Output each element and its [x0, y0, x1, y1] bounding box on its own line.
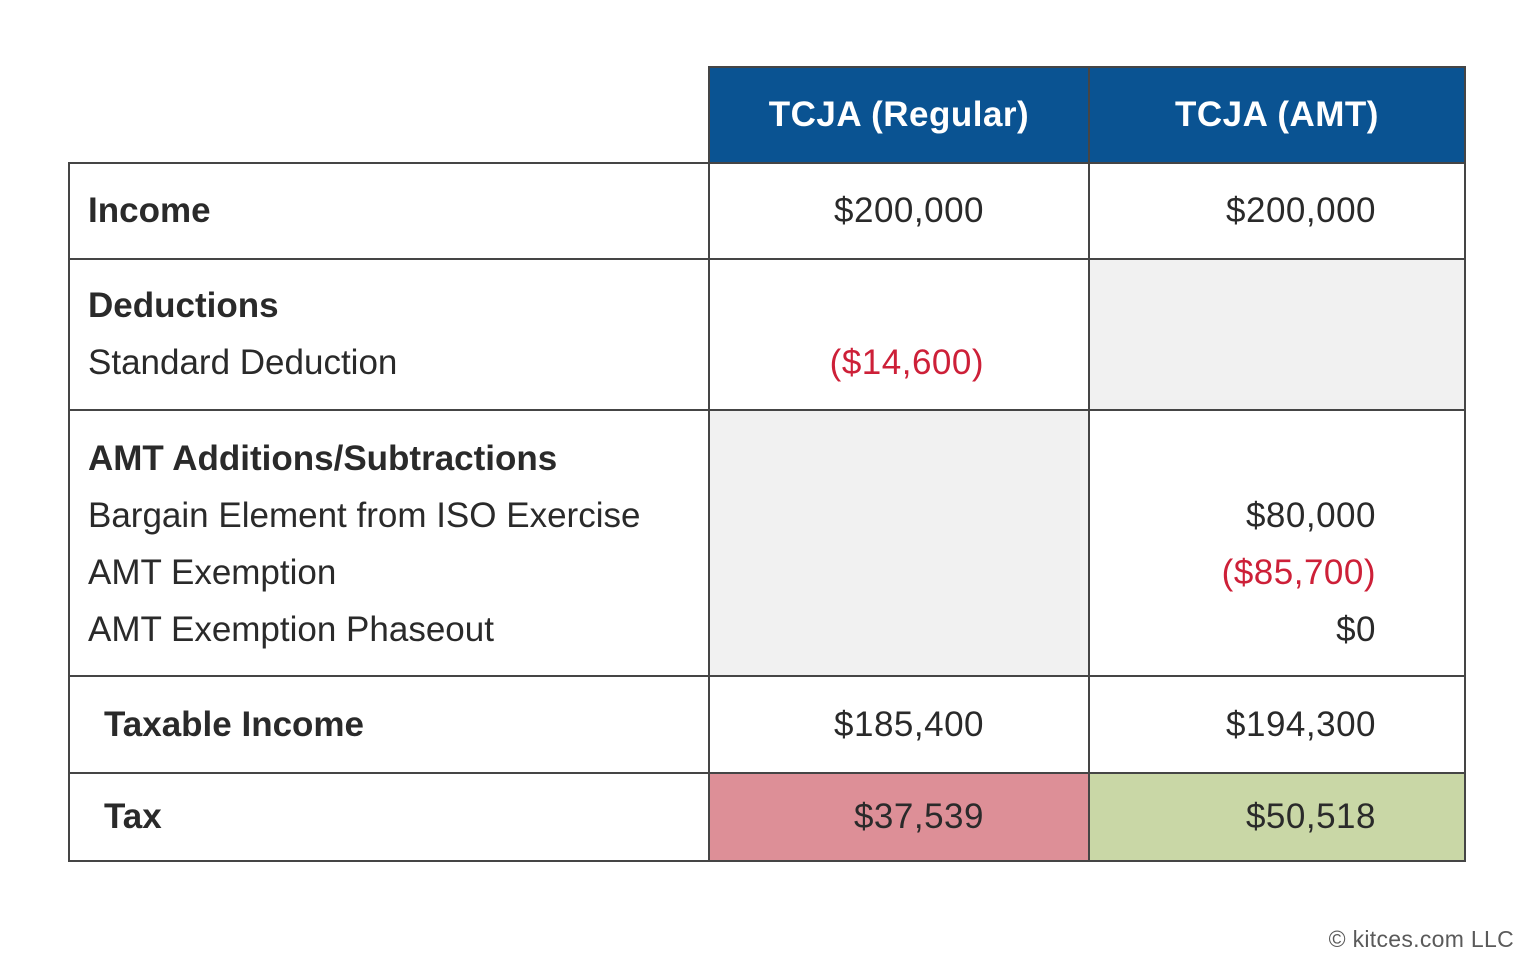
header-row: TCJA (Regular) TCJA (AMT) — [69, 66, 1466, 164]
header-spacer — [69, 67, 709, 163]
deductions-label-cell: Deductions Standard Deduction — [68, 258, 710, 411]
amt-adjustments-label-cell: AMT Additions/Subtractions Bargain Eleme… — [68, 409, 710, 677]
income-regular-value: $200,000 — [708, 162, 1090, 260]
copyright-notice: © kitces.com LLC — [1328, 926, 1514, 952]
standard-deduction-label: Standard Deduction — [88, 343, 398, 382]
amt-exemption-phaseout-label: AMT Exemption Phaseout — [88, 610, 494, 649]
row-tax: Tax $37,539 $50,518 — [68, 772, 1466, 862]
tax-amt-value: $50,518 — [1088, 772, 1466, 862]
taxable-income-regular-value: $185,400 — [708, 675, 1090, 774]
taxable-income-label: Taxable Income — [68, 675, 710, 774]
empty-line — [711, 277, 984, 334]
deductions-title: Deductions — [88, 286, 279, 325]
row-deductions: Deductions Standard Deduction ($14,600) — [68, 258, 1466, 411]
amt-adjustments-title: AMT Additions/Subtractions — [88, 439, 558, 478]
tax-label: Tax — [68, 772, 710, 862]
column-header-tcja-amt: TCJA (AMT) — [1088, 66, 1466, 164]
amt-exemption-phaseout-amt-value: $0 — [1336, 610, 1376, 649]
income-label: Income — [68, 162, 710, 260]
bargain-element-label: Bargain Element from ISO Exercise — [88, 496, 641, 535]
amt-adjustments-amt-cell: $80,000 ($85,700) $0 — [1088, 409, 1466, 677]
amt-adjustments-regular-cell-empty — [708, 409, 1090, 677]
deductions-regular-cell: ($14,600) — [708, 258, 1090, 411]
deductions-amt-cell-empty — [1088, 258, 1466, 411]
tax-comparison-table: TCJA (Regular) TCJA (AMT) Income $200,00… — [68, 66, 1466, 862]
amt-exemption-label: AMT Exemption — [88, 553, 337, 592]
column-header-tcja-regular: TCJA (Regular) — [708, 66, 1090, 164]
bargain-element-amt-value: $80,000 — [1245, 496, 1376, 535]
row-taxable-income: Taxable Income $185,400 $194,300 — [68, 675, 1466, 774]
empty-line — [1091, 430, 1376, 487]
tax-regular-value: $37,539 — [708, 772, 1090, 862]
amt-exemption-amt-value: ($85,700) — [1221, 553, 1376, 592]
standard-deduction-regular-value: ($14,600) — [829, 343, 984, 382]
row-income: Income $200,000 $200,000 — [68, 162, 1466, 260]
taxable-income-amt-value: $194,300 — [1088, 675, 1466, 774]
income-amt-value: $200,000 — [1088, 162, 1466, 260]
row-amt-adjustments: AMT Additions/Subtractions Bargain Eleme… — [68, 409, 1466, 677]
